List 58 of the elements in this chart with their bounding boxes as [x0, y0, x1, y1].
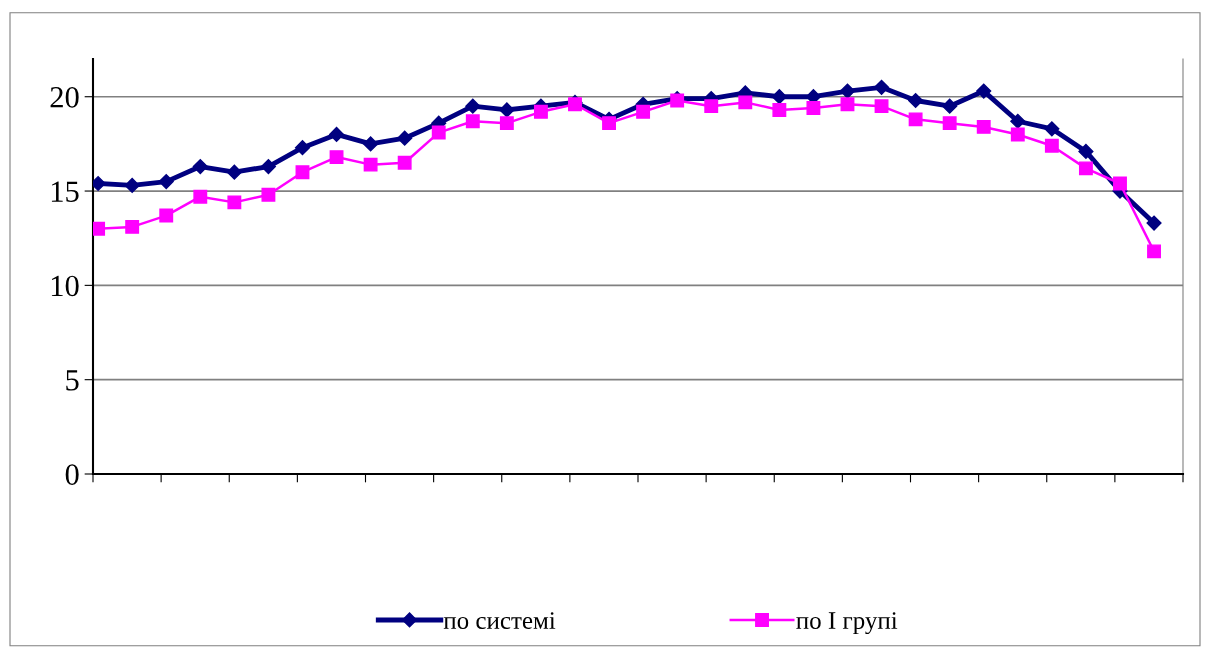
- point: [771, 89, 787, 105]
- point: [124, 177, 140, 193]
- point: [942, 98, 958, 114]
- point: [260, 158, 276, 175]
- point: [431, 125, 446, 140]
- point: [465, 98, 481, 114]
- point: [806, 101, 821, 115]
- point: [839, 83, 856, 99]
- point: [227, 195, 242, 210]
- point: [1010, 113, 1026, 129]
- point: [976, 83, 992, 99]
- point: [125, 219, 140, 234]
- point: [294, 140, 311, 156]
- point: [397, 155, 412, 170]
- point: [1147, 244, 1161, 259]
- point: [363, 157, 378, 172]
- point: [533, 104, 548, 119]
- point: [1044, 121, 1060, 137]
- point: [602, 116, 616, 131]
- point: [465, 114, 480, 129]
- point: [976, 119, 991, 134]
- point: [159, 208, 174, 223]
- legend-label: по системі: [443, 612, 556, 629]
- point: [499, 116, 514, 131]
- point: [1078, 161, 1093, 176]
- point: [1044, 138, 1059, 153]
- point: [840, 97, 855, 112]
- point: [158, 174, 174, 190]
- y-tick-label: 0: [65, 464, 79, 485]
- point: [873, 79, 890, 95]
- y-tick-label: 20: [50, 87, 79, 108]
- point: [874, 99, 889, 114]
- point: [93, 221, 106, 236]
- point: [328, 126, 345, 143]
- point: [1010, 127, 1025, 142]
- point: [226, 164, 242, 180]
- point: [295, 165, 310, 180]
- point: [908, 92, 924, 109]
- point: [1146, 215, 1162, 231]
- point: [499, 102, 515, 118]
- point: [636, 104, 651, 119]
- y-tick-label: 5: [66, 370, 79, 391]
- point: [193, 189, 208, 204]
- legend-label: по I групі: [796, 612, 898, 635]
- point: [704, 99, 719, 114]
- y-tick-label: 10: [51, 275, 79, 297]
- point: [261, 187, 276, 202]
- point: [192, 158, 208, 175]
- point: [738, 95, 753, 110]
- point: [397, 130, 413, 146]
- point: [329, 150, 344, 165]
- point: [772, 102, 787, 117]
- point: [363, 136, 379, 152]
- point: [1078, 143, 1094, 160]
- y-tick-label: 15: [51, 181, 79, 202]
- point: [908, 112, 923, 127]
- point: [942, 116, 957, 131]
- point: [1113, 176, 1127, 191]
